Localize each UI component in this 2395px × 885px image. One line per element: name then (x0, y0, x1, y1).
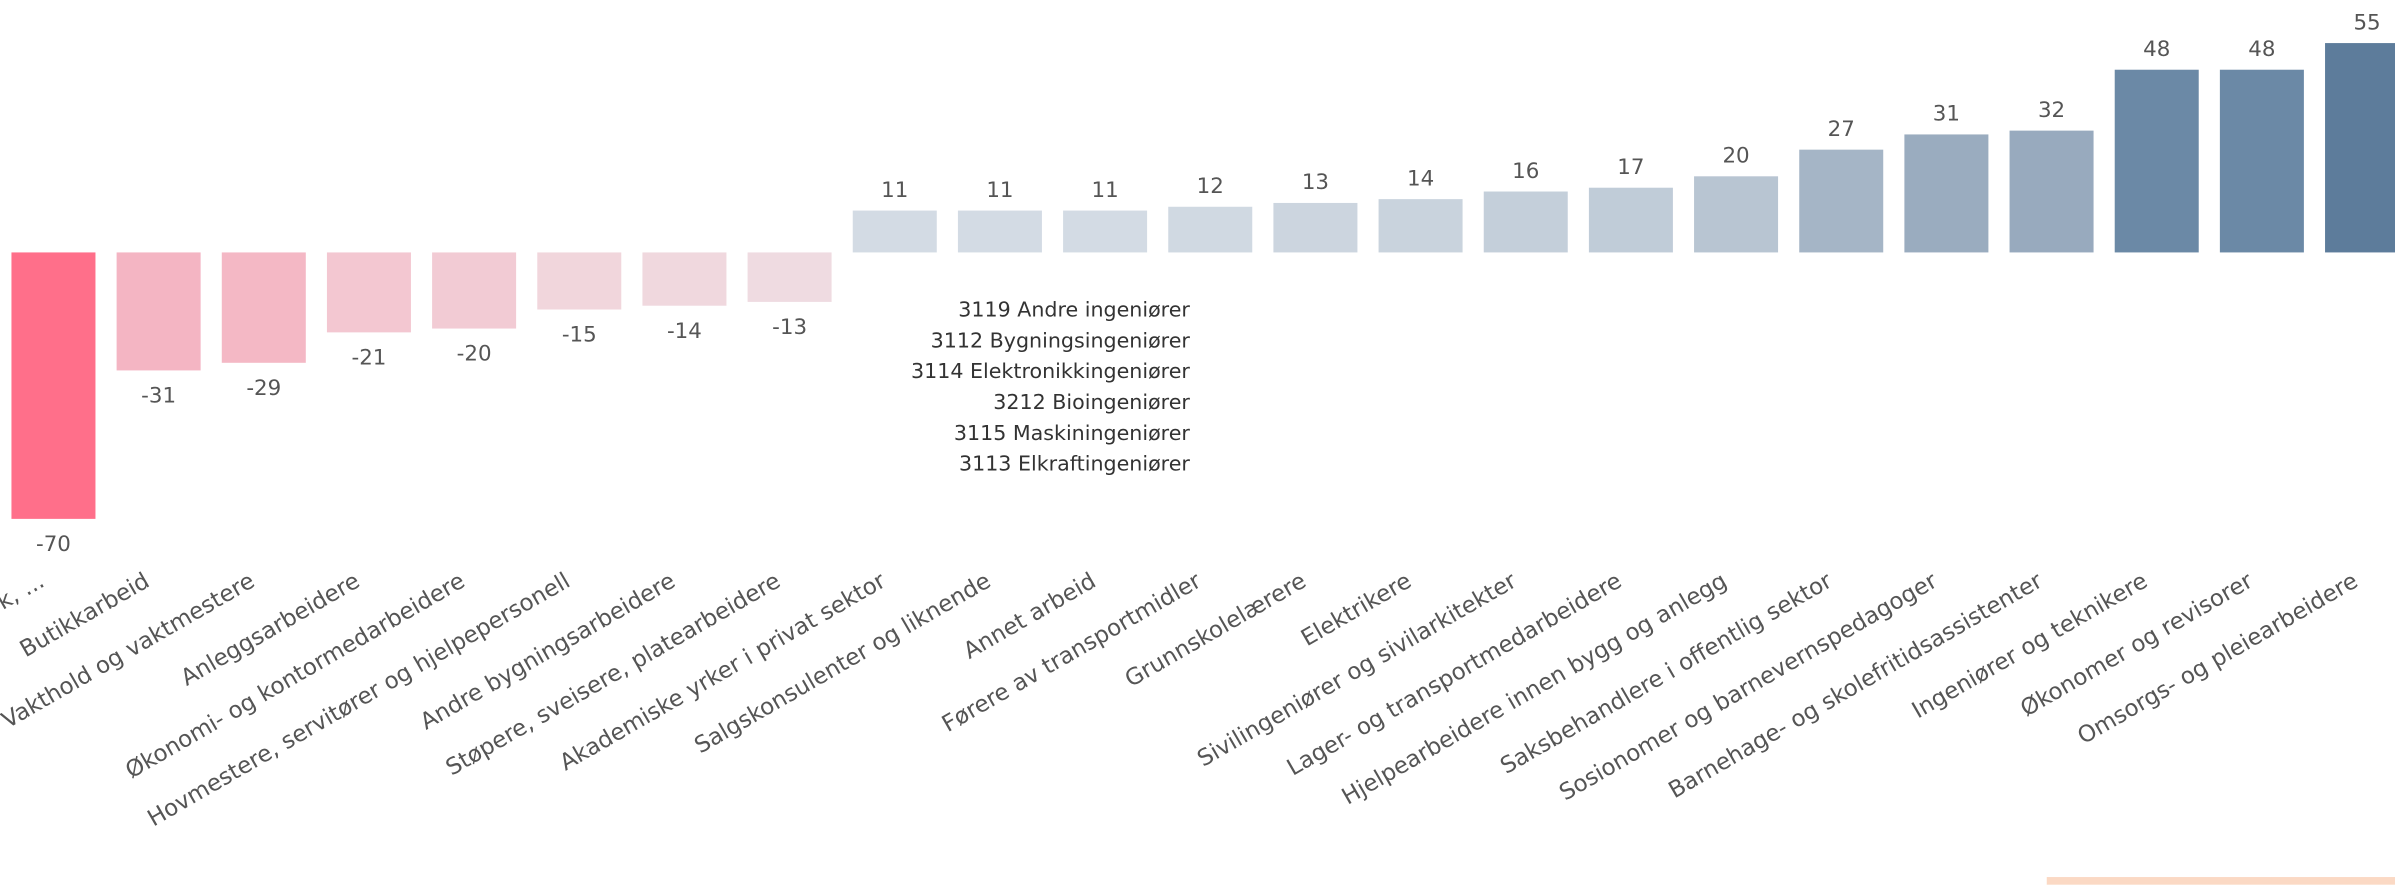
value-label: 32 (2038, 98, 2065, 123)
value-label: -13 (772, 315, 807, 340)
bar (747, 252, 832, 302)
bar (2219, 69, 2304, 253)
value-label: -29 (246, 376, 281, 401)
bar (1588, 187, 1673, 253)
bar (2325, 43, 2395, 253)
bar (2009, 130, 2094, 253)
x-tick-label: Anleggsarbeidere (177, 568, 365, 691)
x-tick-label: Hjelpearbeidere innen bygg og anlegg (1338, 568, 1732, 810)
annotation: 3112 Bygningsingeniører (931, 328, 1191, 352)
bar (1273, 202, 1358, 253)
value-label: -21 (351, 345, 386, 370)
annotation: 3212 Bioingeniører (993, 390, 1190, 414)
bar (957, 210, 1042, 253)
value-label: -14 (667, 319, 702, 344)
bar (537, 252, 622, 310)
bar (1063, 210, 1148, 253)
value-label: 16 (1512, 159, 1539, 184)
value-label: 13 (1302, 170, 1329, 195)
value-label: 27 (1828, 117, 1855, 142)
value-label: 11 (986, 178, 1013, 203)
value-label: 12 (1197, 174, 1224, 199)
value-label: 55 (2353, 10, 2380, 35)
bar (11, 252, 96, 519)
bar (326, 252, 411, 333)
value-label: 48 (2248, 37, 2275, 62)
value-label: 48 (2143, 37, 2170, 62)
value-label: -15 (562, 323, 597, 348)
bar (1168, 206, 1253, 253)
value-label: 17 (1617, 155, 1644, 180)
value-label: 14 (1407, 166, 1434, 191)
bar (432, 252, 517, 329)
annotation: 3115 Maskiningeniører (954, 421, 1191, 445)
bar (116, 252, 201, 371)
x-tick-label: Sosionomer og barnevernspedagoger (1555, 568, 1942, 807)
x-tick-label: Barnehage- og skolefritidsassistenter (1664, 568, 2047, 804)
value-label: -20 (457, 342, 492, 367)
bar (221, 252, 306, 363)
value-label: -31 (141, 383, 176, 408)
annotation: 3119 Andre ingeniører (958, 297, 1190, 321)
bar (642, 252, 727, 306)
bar (852, 210, 937, 253)
value-label: 11 (1091, 178, 1118, 203)
value-label: -70 (36, 532, 71, 557)
value-label: 31 (1933, 102, 1960, 127)
annotation: 3114 Elektronikkingeniører (911, 359, 1190, 383)
bar (1694, 176, 1779, 253)
x-tick-label: k, ... (0, 568, 49, 615)
bar (1799, 149, 1884, 253)
bar (1483, 191, 1568, 253)
bar (1378, 199, 1463, 253)
bar (2114, 69, 2199, 253)
value-label: 20 (1722, 144, 1749, 169)
value-label: 11 (881, 178, 908, 203)
bar (1904, 134, 1989, 253)
panel-edge (2046, 877, 2395, 885)
annotation: 3113 Elkraftingeniører (959, 452, 1190, 476)
x-tick-label: Grunnskolelærere (1121, 568, 1311, 693)
